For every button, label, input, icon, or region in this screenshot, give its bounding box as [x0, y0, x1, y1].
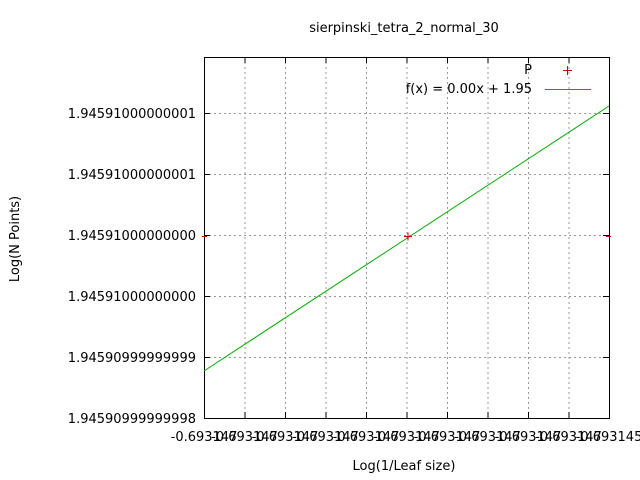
x-tick-label: -0.693147: [292, 430, 359, 445]
y-tick-label: 1.94590999999999: [68, 351, 196, 366]
x-tick-label: -0.693147: [495, 430, 562, 445]
x-tick-label: -0.693147: [454, 430, 521, 445]
y-axis-label: Log(N Points): [8, 196, 23, 282]
x-tick-label: -0.693147: [252, 430, 319, 445]
legend: P f(x) = 0.00x + 1.95: [406, 63, 591, 97]
legend-label-fit: f(x) = 0.00x + 1.95: [406, 82, 532, 97]
data-point: [404, 232, 412, 241]
x-tick-label: -0.693147: [535, 430, 602, 445]
y-tick-label: 1.94591000000000: [68, 229, 196, 244]
x-tick-label: -0.693147: [373, 430, 440, 445]
x-axis-label: Log(1/Leaf size): [353, 459, 456, 474]
x-tick-labels: -0.693147-0.693147-0.693147-0.693147-0.6…: [171, 430, 640, 445]
x-tick-label: -0.693147: [171, 430, 238, 445]
legend-points-marker: [563, 66, 572, 75]
x-tick-label: -0.693147: [414, 430, 481, 445]
x-tick-label: -0.693147: [333, 430, 400, 445]
y-tick-label: 1.94591000000001: [68, 107, 196, 122]
y-tick-label: 1.94590999999998: [68, 412, 196, 427]
chart-title: sierpinski_tetra_2_normal_30: [309, 21, 499, 36]
grid: [204, 57, 610, 419]
x-tick-label: -0.693145: [576, 430, 640, 445]
plot-frame: [204, 57, 610, 419]
series-layer: [202, 105, 611, 372]
y-tick-labels: 1.94590999999998 1.94590999999999 1.945910…: [68, 107, 196, 427]
fit-line: [203, 105, 610, 372]
y-tick-label: 1.94591000000001: [68, 168, 196, 183]
y-tick-label: 1.94591000000000: [68, 290, 196, 305]
legend-label-points: P: [524, 63, 532, 78]
x-tick-label: -0.693147: [211, 430, 278, 445]
